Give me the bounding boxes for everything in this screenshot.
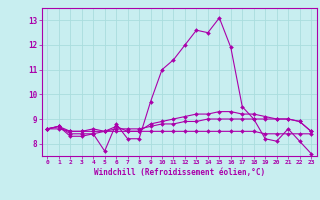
X-axis label: Windchill (Refroidissement éolien,°C): Windchill (Refroidissement éolien,°C) <box>94 168 265 177</box>
